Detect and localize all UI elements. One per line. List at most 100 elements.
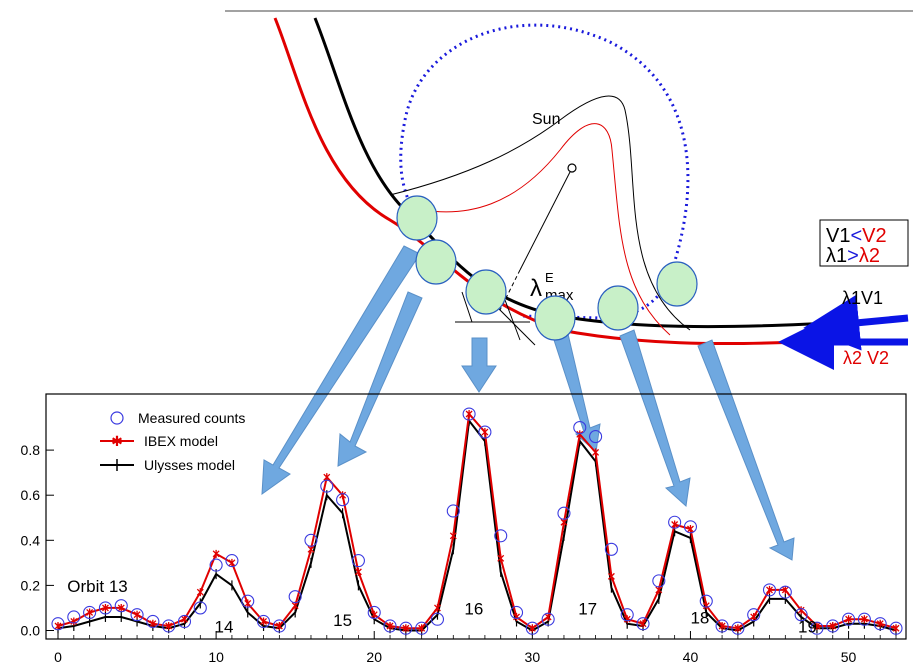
orbit-label: 19 xyxy=(798,618,817,637)
measured-point xyxy=(589,430,603,444)
ibex-point xyxy=(592,448,600,457)
measured-point xyxy=(415,621,429,635)
ibex-point xyxy=(544,612,552,621)
ulysses-loop xyxy=(389,95,691,331)
ibex-point xyxy=(797,606,805,615)
ibex-point xyxy=(671,520,679,529)
x-tick-label: 0 xyxy=(54,649,62,665)
measured-point xyxy=(715,619,729,633)
lambda-label: λ xyxy=(530,275,542,302)
relation-op1: < xyxy=(850,225,862,247)
measured-point xyxy=(557,506,571,520)
ibex-point xyxy=(781,585,789,594)
orbit-label: 15 xyxy=(333,611,352,630)
legend: Measured counts ✱ IBEX model Ulysses mod… xyxy=(100,410,245,473)
spot-4 xyxy=(534,295,576,341)
measured-point xyxy=(67,610,81,624)
arrow-to-orbit-19 xyxy=(697,339,795,561)
ibex-point xyxy=(766,585,773,594)
measured-point xyxy=(842,612,856,626)
ibex-point xyxy=(860,615,868,624)
measured-point xyxy=(699,594,713,608)
ibex-point xyxy=(181,615,188,624)
spot-6 xyxy=(656,261,698,307)
ibex-point xyxy=(434,603,441,612)
x-tick-label: 40 xyxy=(683,649,699,665)
ibex-loop xyxy=(399,123,671,336)
ibex-point xyxy=(481,428,489,437)
measured-point xyxy=(256,614,271,629)
ibex-point xyxy=(101,603,109,612)
measured-point xyxy=(399,621,413,635)
ibex-point xyxy=(813,621,821,630)
trajectory-diagram: Sun λ E max λ1V1 λ2 V2 xyxy=(261,17,909,561)
ibex-point xyxy=(576,430,584,439)
ibex-point xyxy=(228,558,236,567)
ibex-point xyxy=(876,619,884,628)
spot-arrows xyxy=(261,245,795,561)
ibex-point xyxy=(528,624,536,633)
ibex-point xyxy=(449,531,457,540)
ibex-point xyxy=(354,567,362,576)
orbit-label: 17 xyxy=(578,600,597,619)
measured-point xyxy=(51,617,65,631)
measured-point xyxy=(494,529,508,543)
lambda-main: λ xyxy=(530,275,542,302)
measured-point xyxy=(683,520,698,534)
measured-point xyxy=(509,605,524,620)
relation-op2: > xyxy=(847,245,859,267)
measured-point xyxy=(320,479,334,493)
ibex-point xyxy=(497,554,505,563)
measured-point xyxy=(478,425,492,439)
y-tick-label: 0.2 xyxy=(21,577,41,593)
spot-1 xyxy=(396,195,438,241)
measured-point xyxy=(162,619,176,633)
measured-point xyxy=(857,612,871,626)
measured-point xyxy=(146,614,160,629)
y-tick-label: 0.0 xyxy=(21,622,41,638)
x-axis: 0 10 20 30 40 50 xyxy=(54,631,897,665)
relation-v1: V1 xyxy=(826,225,850,247)
y-tick-label: 0.8 xyxy=(21,442,41,458)
orbit-labels: Orbit 13 14 15 16 17 18 19 xyxy=(67,577,817,637)
arrow-to-orbit-15 xyxy=(337,291,423,467)
measured-point xyxy=(446,504,460,518)
ibex-trajectory xyxy=(273,17,801,346)
measured-point xyxy=(620,608,634,622)
ibex-point xyxy=(829,621,837,630)
ibex-point xyxy=(149,619,157,628)
measured-point xyxy=(762,583,777,597)
measured-point xyxy=(604,542,618,556)
legend-measured-marker xyxy=(110,411,124,425)
legend-measured-label: Measured counts xyxy=(138,410,245,426)
legend-ulysses-label: Ulysses model xyxy=(144,457,235,473)
measured-point xyxy=(889,621,903,635)
ibex-point xyxy=(734,624,742,633)
measured-point xyxy=(810,621,824,635)
measured-point xyxy=(98,601,112,615)
measured-point xyxy=(288,590,302,604)
spot-3 xyxy=(465,269,507,315)
measured-point xyxy=(177,614,192,629)
measured-point xyxy=(225,554,239,568)
lambda-sup: E xyxy=(545,270,554,285)
measured-point xyxy=(383,619,397,633)
earth-orbit xyxy=(399,23,690,277)
relation-l2: λ2 xyxy=(859,245,880,267)
legend-ibex-label: IBEX model xyxy=(144,433,218,449)
measured-point xyxy=(826,619,840,633)
x-tick-label: 20 xyxy=(366,649,382,665)
arrow-to-orbit-17 xyxy=(553,333,601,453)
plot-frame xyxy=(45,393,907,640)
ibex-line xyxy=(57,411,897,630)
measured-point xyxy=(873,617,887,631)
x-tick-label: 50 xyxy=(841,649,857,665)
measured-point xyxy=(430,612,445,626)
measured-point xyxy=(747,608,761,622)
ibex-point xyxy=(513,612,520,621)
measured-point xyxy=(209,558,223,572)
legend-ibex-marker: ✱ xyxy=(111,433,123,449)
ibex-point xyxy=(607,572,615,581)
measured-point xyxy=(525,621,539,635)
